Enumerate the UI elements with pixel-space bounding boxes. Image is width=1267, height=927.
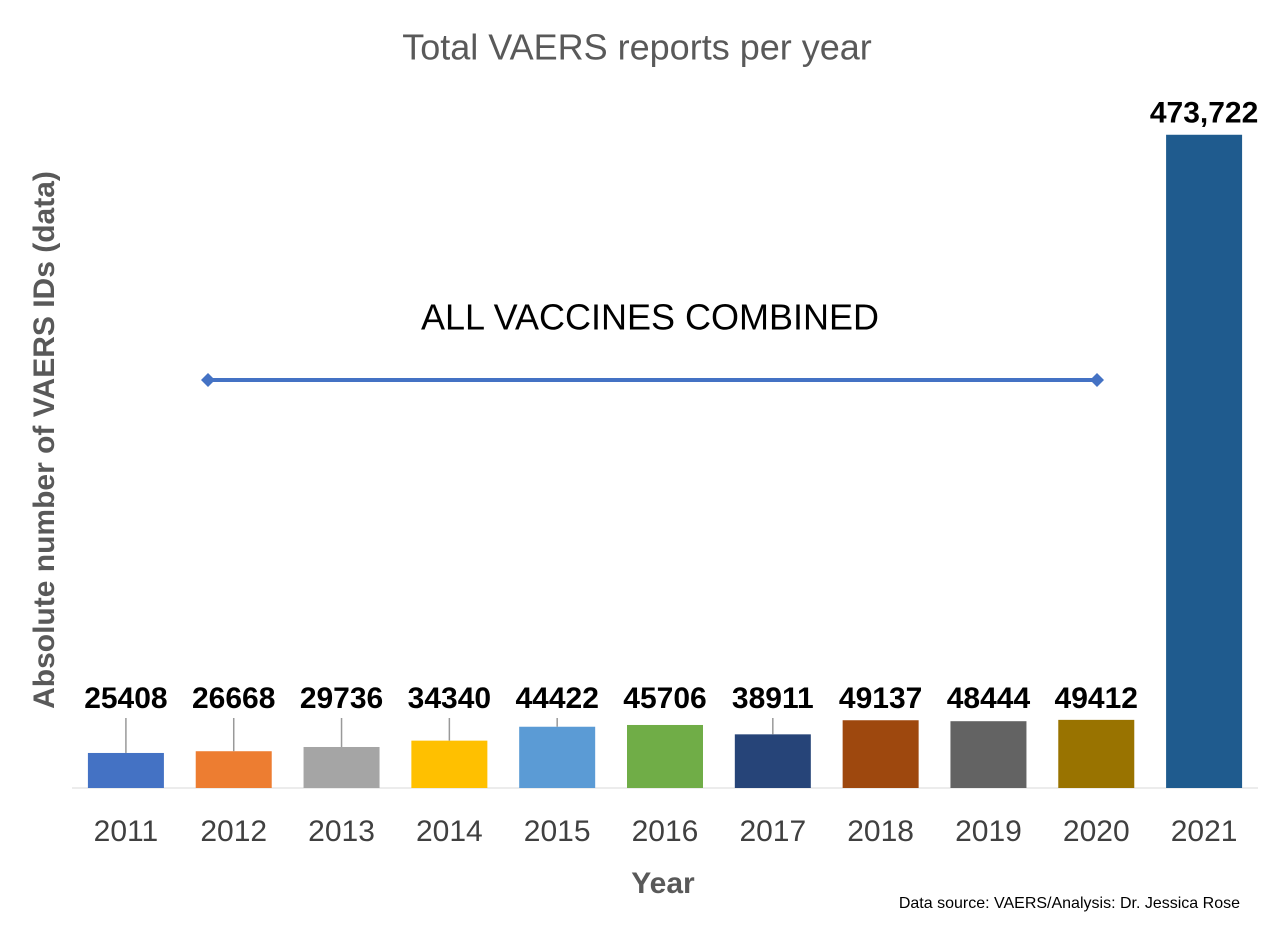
chart-title: Total VAERS reports per year [402,27,872,68]
annotation-marker [201,373,215,387]
x-axis-label: Year [631,867,695,900]
value-label: 34340 [408,682,491,715]
x-tick-label: 2021 [1171,815,1238,848]
x-tick-label: 2017 [739,815,806,848]
bar [195,751,272,788]
x-tick-label: 2020 [1063,815,1130,848]
value-label: 26668 [192,682,275,715]
annotation: ALL VACCINES COMBINED [421,297,879,338]
value-label: 38911 [732,682,814,715]
value-label: 473,722 [1150,97,1258,130]
x-tick-label: 2013 [308,815,375,848]
annotation-marker [1090,373,1104,387]
bar [1058,719,1135,788]
x-tick-label: 2014 [416,815,483,848]
bar [519,726,596,788]
x-tick-label: 2016 [632,815,699,848]
value-label: 29736 [300,682,383,715]
value-label: 49137 [839,682,922,715]
source-note: Data source: VAERS/Analysis: Dr. Jessica… [899,895,1240,912]
x-tick-label: 2012 [200,815,267,848]
value-label: 45706 [623,682,706,715]
value-label: 48444 [947,682,1031,715]
bar [1166,134,1243,788]
x-tick-label: 2019 [955,815,1022,848]
y-axis-label: Absolute number of VAERS IDs (data) [28,171,61,709]
bar [411,740,488,788]
value-label: 25408 [84,682,167,715]
bar [950,721,1027,788]
x-tick-label: 2011 [94,815,159,848]
bar [87,752,164,788]
bar [734,734,811,788]
bar [842,720,919,788]
bar [303,746,380,788]
bar [627,724,703,788]
x-tick-label: 2015 [524,815,591,848]
x-tick-label: 2018 [847,815,914,848]
value-label: 49412 [1055,682,1138,715]
value-label: 44422 [515,682,598,715]
